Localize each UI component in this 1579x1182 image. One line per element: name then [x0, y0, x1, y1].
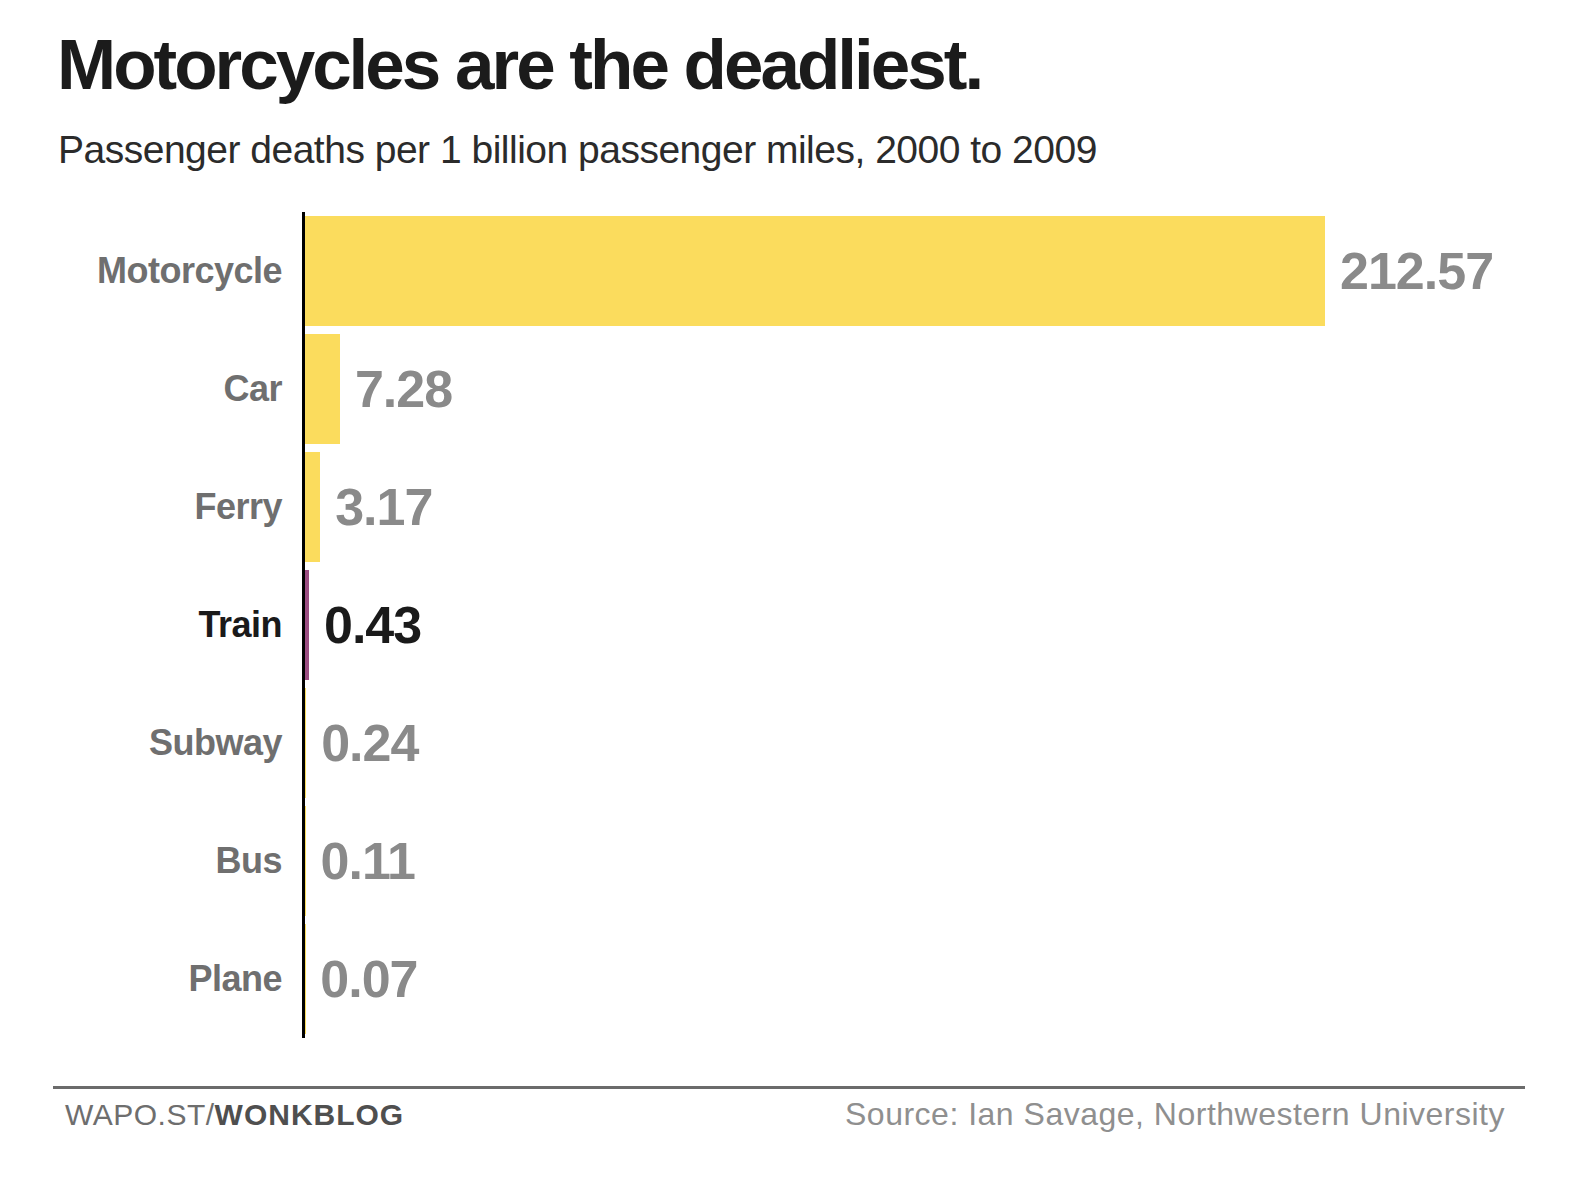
bar: [305, 216, 1325, 326]
bar: [305, 688, 306, 798]
category-label: Ferry: [60, 448, 302, 566]
value-label: 0.07: [320, 949, 417, 1009]
bar-area: 0.07: [302, 920, 1579, 1038]
value-label: 0.43: [324, 595, 421, 655]
value-label: 0.11: [321, 831, 415, 891]
bar-area: 0.24: [302, 684, 1579, 802]
chart-row: Motorcycle 212.57: [60, 212, 1579, 330]
chart-row: Car 7.28: [60, 330, 1579, 448]
footer-divider: [53, 1086, 1525, 1089]
bar: [305, 806, 306, 916]
chart-row: Train 0.43: [60, 566, 1579, 684]
footer: WAPO.ST/WONKBLOG Source: Ian Savage, Nor…: [53, 1096, 1525, 1133]
wonkblog-brand: WAPO.ST/WONKBLOG: [65, 1098, 404, 1132]
chart-row: Bus 0.11: [60, 802, 1579, 920]
value-label: 0.24: [321, 713, 418, 773]
source-credit: Source: Ian Savage, Northwestern Univers…: [845, 1096, 1505, 1133]
category-label: Subway: [60, 684, 302, 802]
bar-area: 7.28: [302, 330, 1579, 448]
category-label: Bus: [60, 802, 302, 920]
chart-figure: Motorcycles are the deadliest. Passenger…: [0, 0, 1579, 1182]
bar: [305, 334, 340, 444]
bar-area: 3.17: [302, 448, 1579, 566]
value-label: 212.57: [1340, 241, 1493, 301]
bar-chart: Motorcycle 212.57 Car 7.28 Ferry 3.17 Tr…: [60, 212, 1579, 1038]
category-label: Car: [60, 330, 302, 448]
bar-area: 0.11: [302, 802, 1579, 920]
bar: [305, 570, 309, 680]
value-label: 7.28: [355, 359, 452, 419]
bar-area: 212.57: [302, 212, 1579, 330]
category-label: Train: [60, 566, 302, 684]
chart-row: Subway 0.24: [60, 684, 1579, 802]
chart-subtitle: Passenger deaths per 1 billion passenger…: [58, 128, 1097, 172]
bar: [305, 452, 320, 562]
chart-row: Ferry 3.17: [60, 448, 1579, 566]
bar-area: 0.43: [302, 566, 1579, 684]
category-label: Plane: [60, 920, 302, 1038]
chart-title: Motorcycles are the deadliest.: [57, 26, 981, 104]
value-label: 3.17: [335, 477, 432, 537]
chart-row: Plane 0.07: [60, 920, 1579, 1038]
category-label: Motorcycle: [60, 212, 302, 330]
brand-prefix: WAPO.ST/: [65, 1098, 215, 1131]
brand-name: WONKBLOG: [215, 1098, 405, 1131]
